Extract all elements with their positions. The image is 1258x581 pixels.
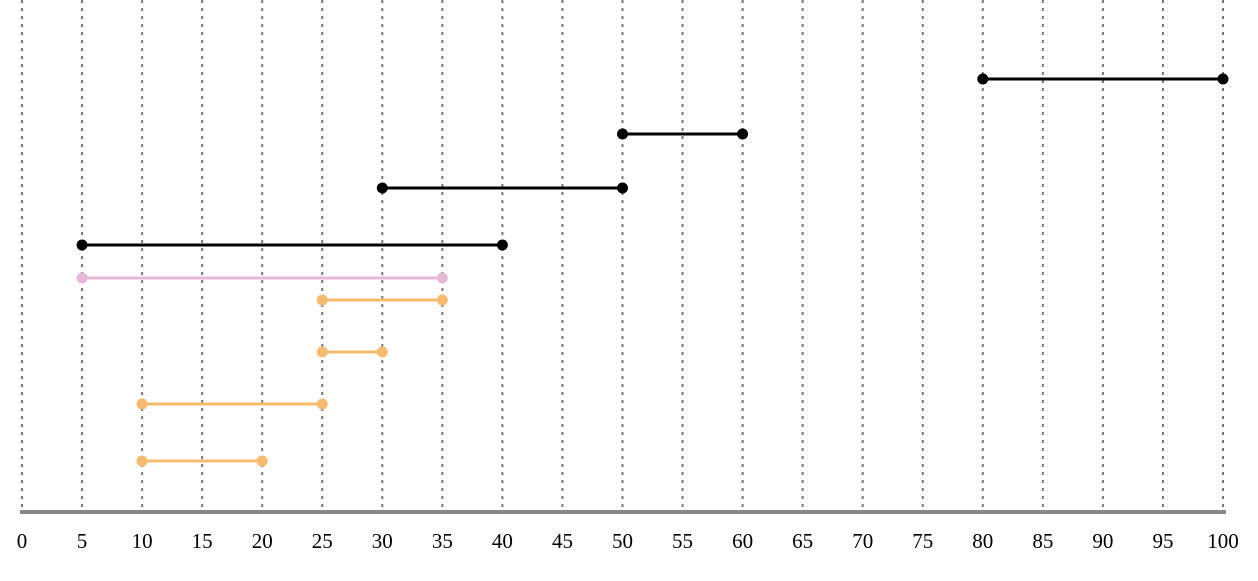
interval-start — [76, 239, 88, 251]
x-tick-label: 50 — [612, 529, 633, 553]
x-tick-label: 65 — [792, 529, 813, 553]
x-tick-label: 85 — [1032, 529, 1053, 553]
x-tick-label: 55 — [672, 529, 693, 553]
x-tick-label: 35 — [432, 529, 453, 553]
interval-start — [136, 455, 148, 467]
x-tick-label: 75 — [912, 529, 933, 553]
x-tick-label: 5 — [77, 529, 88, 553]
interval-start — [376, 182, 388, 194]
interval-start — [136, 398, 148, 410]
x-tick-label: 20 — [252, 529, 273, 553]
x-tick-label: 80 — [972, 529, 993, 553]
x-tick-label: 30 — [372, 529, 393, 553]
x-tick-label: 70 — [852, 529, 873, 553]
interval-end — [316, 398, 328, 410]
x-tick-label: 10 — [132, 529, 153, 553]
x-tick-label: 40 — [492, 529, 513, 553]
interval-end — [436, 294, 448, 306]
x-tick-label: 60 — [732, 529, 753, 553]
x-tick-label: 100 — [1207, 529, 1239, 553]
x-tick-label: 90 — [1092, 529, 1113, 553]
interval-start — [76, 272, 88, 284]
x-tick-label: 0 — [17, 529, 28, 553]
x-tick-label: 15 — [192, 529, 213, 553]
interval-start — [617, 128, 628, 140]
x-tick-label: 45 — [552, 529, 573, 553]
interval-end — [436, 272, 448, 284]
interval-end — [496, 239, 508, 251]
interval-end — [617, 182, 628, 194]
x-tick-label: 95 — [1152, 529, 1173, 553]
x-tick-label: 25 — [312, 529, 333, 553]
interval-start — [316, 346, 328, 358]
interval-start — [316, 294, 328, 306]
interval-end — [1217, 73, 1229, 85]
interval-start — [977, 73, 989, 85]
interval-end — [737, 128, 749, 140]
interval-end — [256, 455, 268, 467]
interval-end — [376, 346, 388, 358]
